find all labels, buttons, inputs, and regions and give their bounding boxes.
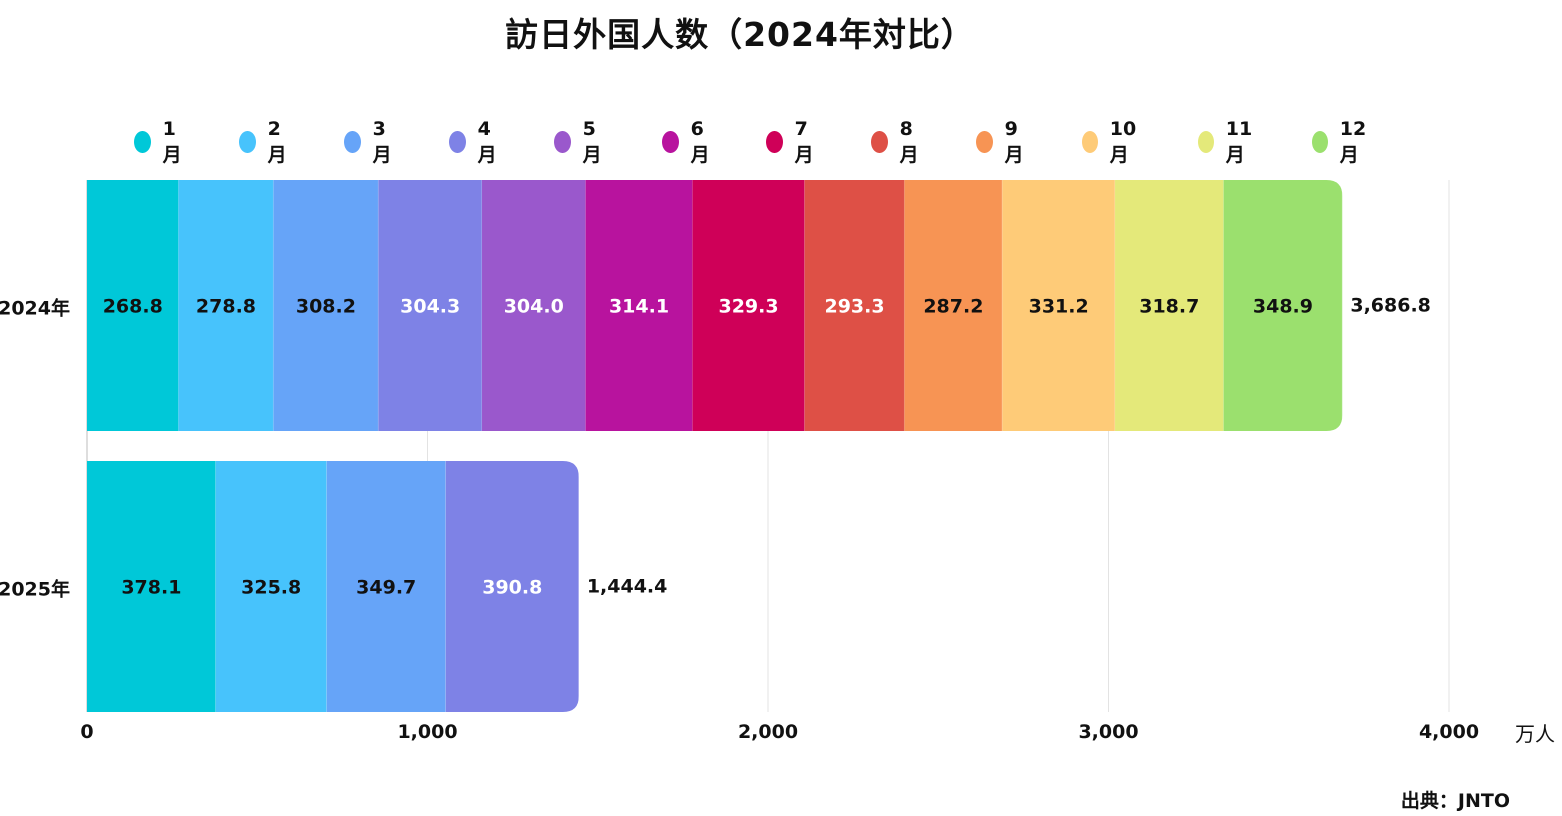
- legend-label: 9月: [1004, 117, 1024, 166]
- legend-item: 7月: [766, 118, 819, 166]
- source-note: 出典：JNTO: [1400, 790, 1510, 812]
- legend-swatch: [1082, 131, 1098, 153]
- legend-item: 11月: [1198, 118, 1258, 166]
- data-label: 304.0: [504, 296, 564, 318]
- data-label: 329.3: [718, 296, 778, 318]
- x-tick-label: 3,000: [1078, 721, 1138, 743]
- x-tick-label: 1,000: [397, 721, 457, 743]
- legend-item: 10月: [1082, 118, 1142, 166]
- x-tick-label: 4,000: [1419, 721, 1479, 743]
- x-tick-label: 2,000: [738, 721, 798, 743]
- bar-segment: [326, 461, 446, 712]
- data-label: 287.2: [923, 296, 983, 318]
- data-label: 293.3: [824, 296, 884, 318]
- legend-item: 6月: [662, 118, 715, 166]
- bar-segment: [178, 180, 274, 431]
- legend-label: 12月: [1339, 117, 1367, 166]
- legend-label: 7月: [794, 117, 814, 166]
- legend-swatch: [449, 131, 466, 153]
- data-label: 349.7: [356, 577, 416, 599]
- data-label: 318.7: [1139, 296, 1199, 318]
- legend-swatch: [1198, 131, 1214, 153]
- legend-item: 4月: [449, 118, 502, 166]
- data-label: 378.1: [121, 577, 181, 599]
- data-label: 348.9: [1253, 296, 1313, 318]
- legend-label: 10月: [1109, 117, 1137, 166]
- total-label: 3,686.8: [1350, 295, 1431, 317]
- legend-swatch: [662, 131, 679, 153]
- data-label: 314.1: [609, 296, 669, 318]
- legend-swatch: [134, 131, 151, 153]
- bar-segment: [87, 461, 216, 712]
- chart-plot: 268.8 278.8 308.2 304.3 304.0 314.1 329.3 293.3…: [0, 180, 1555, 746]
- chart-title: 訪日外国人数（2024年対比）: [505, 15, 975, 54]
- bar-segment: [87, 180, 179, 431]
- legend-label: 2月: [267, 117, 287, 166]
- bar-segment: [215, 461, 327, 712]
- legend-item: 8月: [871, 118, 924, 166]
- data-label: 390.8: [482, 577, 542, 599]
- legend-label: 4月: [477, 117, 497, 166]
- legend-item: 2月: [239, 118, 292, 166]
- legend-item: 5月: [554, 118, 607, 166]
- legend-item: 12月: [1312, 118, 1372, 166]
- data-label: 325.8: [241, 577, 301, 599]
- data-label: 278.8: [196, 296, 256, 318]
- legend-swatch: [766, 131, 783, 153]
- category-label: 2024年: [0, 297, 70, 320]
- legend-label: 6月: [690, 117, 710, 166]
- legend-label: 3月: [372, 117, 392, 166]
- legend-item: 3月: [344, 118, 397, 166]
- bar-segment: [585, 180, 693, 431]
- bar-segment: [804, 180, 905, 431]
- legend-swatch: [344, 131, 361, 153]
- bar-segment: [482, 180, 586, 431]
- x-axis-unit: 万人: [1515, 722, 1555, 746]
- bar-segment: [1002, 180, 1116, 431]
- bar-segment: [1223, 180, 1343, 431]
- bar-segment: [1115, 180, 1224, 431]
- category-label: 2025年: [0, 578, 70, 601]
- legend-swatch: [871, 131, 888, 153]
- data-label: 308.2: [296, 296, 356, 318]
- legend-label: 1月: [162, 117, 182, 166]
- legend-label: 11月: [1225, 117, 1253, 166]
- legend-label: 5月: [582, 117, 602, 166]
- legend-swatch: [1312, 131, 1328, 153]
- bar-segment: [692, 180, 805, 431]
- legend-item: 9月: [976, 118, 1029, 166]
- data-label: 331.2: [1029, 296, 1089, 318]
- legend-swatch: [239, 131, 256, 153]
- data-label: 304.3: [400, 296, 460, 318]
- bar-segment: [273, 180, 379, 431]
- legend-swatch: [554, 131, 571, 153]
- data-label: 268.8: [103, 296, 163, 318]
- legend-label: 8月: [899, 117, 919, 166]
- legend-item: 1月: [134, 118, 187, 166]
- bar-segment: [378, 180, 483, 431]
- bar-segment: [445, 461, 579, 712]
- legend-swatch: [976, 131, 993, 153]
- total-label: 1,444.4: [587, 576, 668, 598]
- bar-segment: [904, 180, 1003, 431]
- x-tick-label: 0: [80, 721, 93, 743]
